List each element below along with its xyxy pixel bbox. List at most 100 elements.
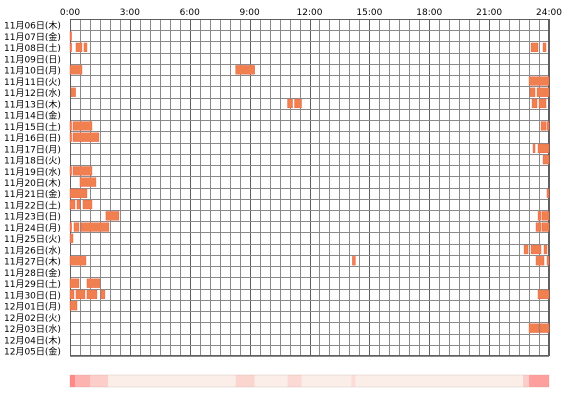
activity-segment xyxy=(532,143,536,153)
grid-lines xyxy=(70,19,550,357)
activity-segment xyxy=(235,65,255,75)
activity-segment xyxy=(69,166,72,176)
date-label: 11月28日(金) xyxy=(4,267,61,279)
activity-segment xyxy=(80,222,110,232)
date-label: 12月02日(火) xyxy=(4,313,61,324)
activity-segment xyxy=(530,42,539,52)
activity-segment xyxy=(546,121,550,131)
activity-segment xyxy=(530,244,542,255)
activity-segment xyxy=(528,323,540,333)
date-label: 11月26日(水) xyxy=(4,244,61,256)
activity-segment xyxy=(69,256,87,266)
activity-segment xyxy=(69,65,83,75)
activity-segment xyxy=(352,256,356,266)
activity-segment xyxy=(537,211,542,221)
activity-segment xyxy=(540,121,547,131)
date-label: 11月15日(土) xyxy=(4,121,61,133)
plot-border xyxy=(70,19,549,356)
date-label: 11月22日(土) xyxy=(4,199,61,211)
summary-bar-segment xyxy=(70,375,75,387)
activity-segment xyxy=(535,256,545,266)
activity-segment xyxy=(528,76,550,86)
activity-segment xyxy=(82,200,93,210)
summary-bar-background xyxy=(69,374,550,388)
summary-bar-segment xyxy=(235,375,255,387)
activity-segment xyxy=(75,42,83,52)
y-axis-date-labels: 11月06日(木)11月07日(金)11月08日(土)11月09日(日)11月1… xyxy=(4,20,61,358)
activity-segment xyxy=(536,87,550,97)
activity-segment xyxy=(294,98,302,109)
activity-segment xyxy=(69,233,74,243)
date-label: 11月17日(月) xyxy=(4,144,61,155)
date-label: 11月30日(日) xyxy=(4,290,61,301)
date-label: 11月24日(月) xyxy=(4,223,61,234)
x-tick-label: 15:00 xyxy=(356,8,382,18)
activity-segment xyxy=(72,166,93,176)
summary-bar-segment xyxy=(351,375,356,387)
date-label: 12月05日(金) xyxy=(4,346,61,358)
activity-segment xyxy=(86,278,101,288)
date-label: 11月06日(木) xyxy=(4,20,61,32)
activity-segment xyxy=(287,98,293,109)
activity-segment xyxy=(541,222,550,232)
activity-segment xyxy=(76,200,81,210)
activity-segment xyxy=(541,211,550,221)
date-label: 11月20日(木) xyxy=(4,177,61,189)
date-label: 11月13日(木) xyxy=(4,98,61,110)
activity-segment xyxy=(69,42,72,52)
activity-segment xyxy=(546,188,550,198)
date-label: 11月29日(土) xyxy=(4,278,61,290)
activity-segment xyxy=(539,323,550,333)
activity-segment xyxy=(69,278,80,288)
x-tick-label: 18:00 xyxy=(416,8,442,18)
activity-segment xyxy=(537,143,550,153)
activity-segment xyxy=(69,132,72,142)
activity-segment xyxy=(531,98,538,109)
date-label: 11月19日(水) xyxy=(4,166,61,178)
date-label: 11月16日(日) xyxy=(4,133,61,144)
activity-segment xyxy=(537,289,550,300)
x-tick-label: 3:00 xyxy=(120,8,140,18)
activity-segment xyxy=(69,301,78,311)
date-label: 11月14日(金) xyxy=(4,110,61,122)
activity-segment xyxy=(69,200,76,210)
date-label: 11月07日(金) xyxy=(4,31,61,43)
x-axis-tick-labels: 0:00 3:00 6:00 9:00 12:00 15:00 18:00 21:00 24:0… xyxy=(60,8,562,18)
date-label: 11月08日(土) xyxy=(4,42,61,54)
activity-segment xyxy=(535,222,542,232)
activity-segment xyxy=(73,222,80,232)
activity-segment xyxy=(86,289,98,300)
summary-bar-segment xyxy=(287,375,302,387)
date-label: 11月09日(日) xyxy=(4,54,61,65)
activity-segment xyxy=(69,121,72,131)
plot-background xyxy=(70,19,549,356)
date-label: 12月01日(月) xyxy=(4,302,61,313)
activity-segment xyxy=(543,244,548,255)
activity-segment xyxy=(538,98,547,109)
date-label: 11月23日(日) xyxy=(4,212,61,223)
date-label: 11月11日(火) xyxy=(4,77,61,88)
summary-bar-segment xyxy=(74,375,90,387)
activity-segment xyxy=(105,211,120,221)
summary-bar-segment xyxy=(523,375,530,387)
date-label: 11月21日(金) xyxy=(4,188,61,200)
date-label: 11月10日(月) xyxy=(4,66,61,77)
activity-segment xyxy=(69,31,72,41)
activity-segment xyxy=(79,177,97,187)
activity-segment xyxy=(72,121,93,131)
activity-segment xyxy=(83,42,88,52)
summary-bar-segment xyxy=(89,375,108,387)
date-label: 11月12日(水) xyxy=(4,87,61,99)
x-tick-label: 6:00 xyxy=(180,8,200,18)
x-tick-label: 12:00 xyxy=(297,8,323,18)
activity-segment xyxy=(69,289,75,300)
x-tick-label: 0:00 xyxy=(60,8,80,18)
summary-bar-segment xyxy=(529,375,549,387)
x-tick-label: 24:00 xyxy=(536,8,562,18)
date-label: 11月27日(木) xyxy=(4,256,61,268)
activity-segment xyxy=(542,155,550,165)
activity-segment xyxy=(542,42,547,52)
x-tick-label: 21:00 xyxy=(476,8,502,18)
activity-segment xyxy=(529,87,536,97)
